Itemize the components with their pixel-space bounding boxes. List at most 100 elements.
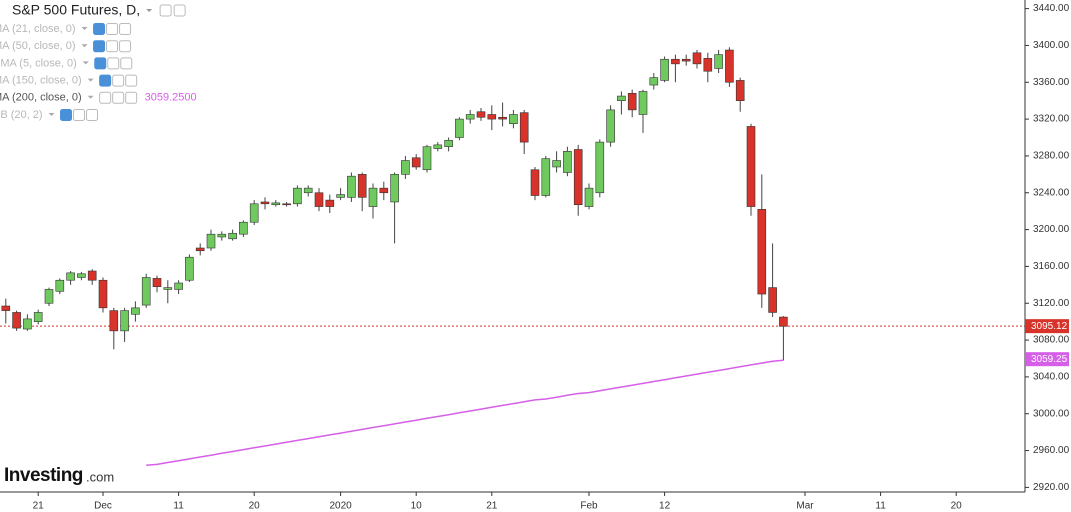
candle-body bbox=[228, 232, 237, 240]
candle-body bbox=[379, 187, 389, 194]
ma-price-box bbox=[1025, 352, 1069, 367]
title-icon bbox=[159, 4, 172, 17]
x-tick-label: 11 bbox=[173, 501, 184, 512]
indicator-value: 3059.2500 bbox=[145, 92, 197, 104]
candle-body bbox=[617, 95, 626, 101]
candle-body bbox=[293, 187, 302, 205]
indicator-name: EMA (5, close, 0) bbox=[0, 57, 77, 69]
candle-body bbox=[120, 310, 129, 332]
candle-body bbox=[541, 158, 551, 196]
candle-body bbox=[627, 93, 637, 111]
candle-body bbox=[206, 233, 216, 249]
logo-text: Investing bbox=[4, 465, 83, 486]
candle-body bbox=[77, 273, 86, 278]
indicator-icon-eye bbox=[93, 23, 106, 35]
candle-body bbox=[23, 318, 32, 330]
candle-body bbox=[660, 58, 669, 81]
candle-body bbox=[260, 201, 270, 205]
indicator-icon-close bbox=[119, 40, 132, 53]
candle-body bbox=[498, 116, 507, 120]
candle-body bbox=[757, 209, 767, 295]
candle-body bbox=[336, 194, 345, 198]
candle-body bbox=[66, 272, 75, 281]
x-tick-label: 11 bbox=[875, 501, 886, 512]
candle-body bbox=[638, 91, 648, 115]
indicator-icon-eye bbox=[60, 109, 73, 121]
candle-body bbox=[109, 310, 119, 332]
candle-body bbox=[217, 233, 227, 238]
x-tick-label: 12 bbox=[659, 501, 671, 512]
x-tick-label: Feb bbox=[580, 501, 598, 512]
candle-body bbox=[595, 141, 605, 194]
x-tick-label: 2020 bbox=[329, 501, 352, 512]
indicator-icon-eye bbox=[93, 40, 106, 53]
candle-body bbox=[390, 174, 399, 203]
candle-body bbox=[98, 279, 108, 309]
indicator-caret bbox=[82, 61, 89, 65]
candle-body bbox=[44, 289, 54, 304]
title-caret bbox=[146, 9, 153, 12]
indicator-icon-close bbox=[86, 109, 99, 121]
y-tick-label: 3320.00 bbox=[1033, 114, 1070, 125]
candle-body bbox=[714, 54, 723, 69]
candle-body bbox=[12, 312, 21, 329]
candle-body bbox=[487, 114, 497, 120]
x-tick-label: 21 bbox=[486, 501, 498, 512]
candle-body bbox=[174, 282, 183, 290]
candle-body bbox=[703, 58, 713, 72]
y-tick-label: 3200.00 bbox=[1033, 224, 1070, 235]
candle-body bbox=[282, 203, 291, 206]
indicator-icon-eye bbox=[99, 74, 112, 87]
candle-body bbox=[303, 187, 313, 194]
candle-body bbox=[476, 111, 486, 118]
indicator-icon-gear bbox=[112, 74, 125, 87]
indicator-name: MA (21, close, 0) bbox=[0, 23, 76, 35]
x-tick-label: 20 bbox=[951, 501, 963, 512]
indicator-name: MA (200, close, 0) bbox=[0, 92, 82, 104]
y-tick-label: 3400.00 bbox=[1033, 40, 1070, 51]
candle-body bbox=[768, 287, 777, 313]
candle-body bbox=[141, 277, 151, 306]
indicator-name: MA (150, close, 0) bbox=[0, 75, 82, 87]
logo: Investing .com bbox=[4, 465, 114, 486]
indicator-icon-close bbox=[125, 91, 138, 104]
indicator-icon-eye bbox=[94, 57, 107, 70]
candle-body bbox=[411, 157, 421, 168]
candle-body bbox=[422, 146, 432, 171]
indicator-icon-close bbox=[120, 57, 133, 70]
candle-body bbox=[465, 114, 475, 120]
candle-body bbox=[131, 307, 140, 315]
indicator-icon-eye bbox=[99, 91, 112, 104]
x-tick-label: Mar bbox=[796, 501, 814, 512]
candle-body bbox=[401, 160, 410, 175]
candle-body bbox=[314, 192, 324, 207]
y-tick-label: 3040.00 bbox=[1033, 372, 1070, 383]
legend-title: S&P 500 Futures, D, bbox=[12, 2, 140, 18]
y-tick-label: 3440.00 bbox=[1033, 3, 1070, 14]
candle-body bbox=[195, 247, 205, 252]
indicator-icon-gear bbox=[106, 40, 119, 53]
indicator-icon-gear bbox=[73, 109, 86, 121]
candle-body bbox=[519, 112, 529, 143]
candle-body bbox=[671, 58, 680, 65]
y-tick-label: 3240.00 bbox=[1033, 187, 1070, 198]
candle-body bbox=[87, 270, 97, 281]
candle-body bbox=[552, 160, 561, 168]
candle-body bbox=[692, 52, 702, 65]
indicator-caret bbox=[87, 78, 94, 82]
candle-body bbox=[746, 126, 756, 207]
indicator-icon-gear bbox=[112, 91, 125, 104]
indicator-caret bbox=[81, 27, 88, 30]
y-tick-label: 3360.00 bbox=[1033, 77, 1070, 88]
candle-body bbox=[606, 109, 615, 143]
y-tick-label: 3080.00 bbox=[1033, 335, 1070, 346]
candle-body bbox=[249, 203, 259, 223]
candle-body bbox=[271, 202, 281, 206]
y-tick-label: 3160.00 bbox=[1033, 261, 1070, 272]
x-tick-label: 21 bbox=[33, 501, 45, 512]
y-tick-label: 2960.00 bbox=[1033, 445, 1070, 456]
candle-body bbox=[725, 49, 734, 83]
candle-body bbox=[455, 118, 464, 138]
indicator-name: BB (20, 2) bbox=[0, 109, 43, 121]
